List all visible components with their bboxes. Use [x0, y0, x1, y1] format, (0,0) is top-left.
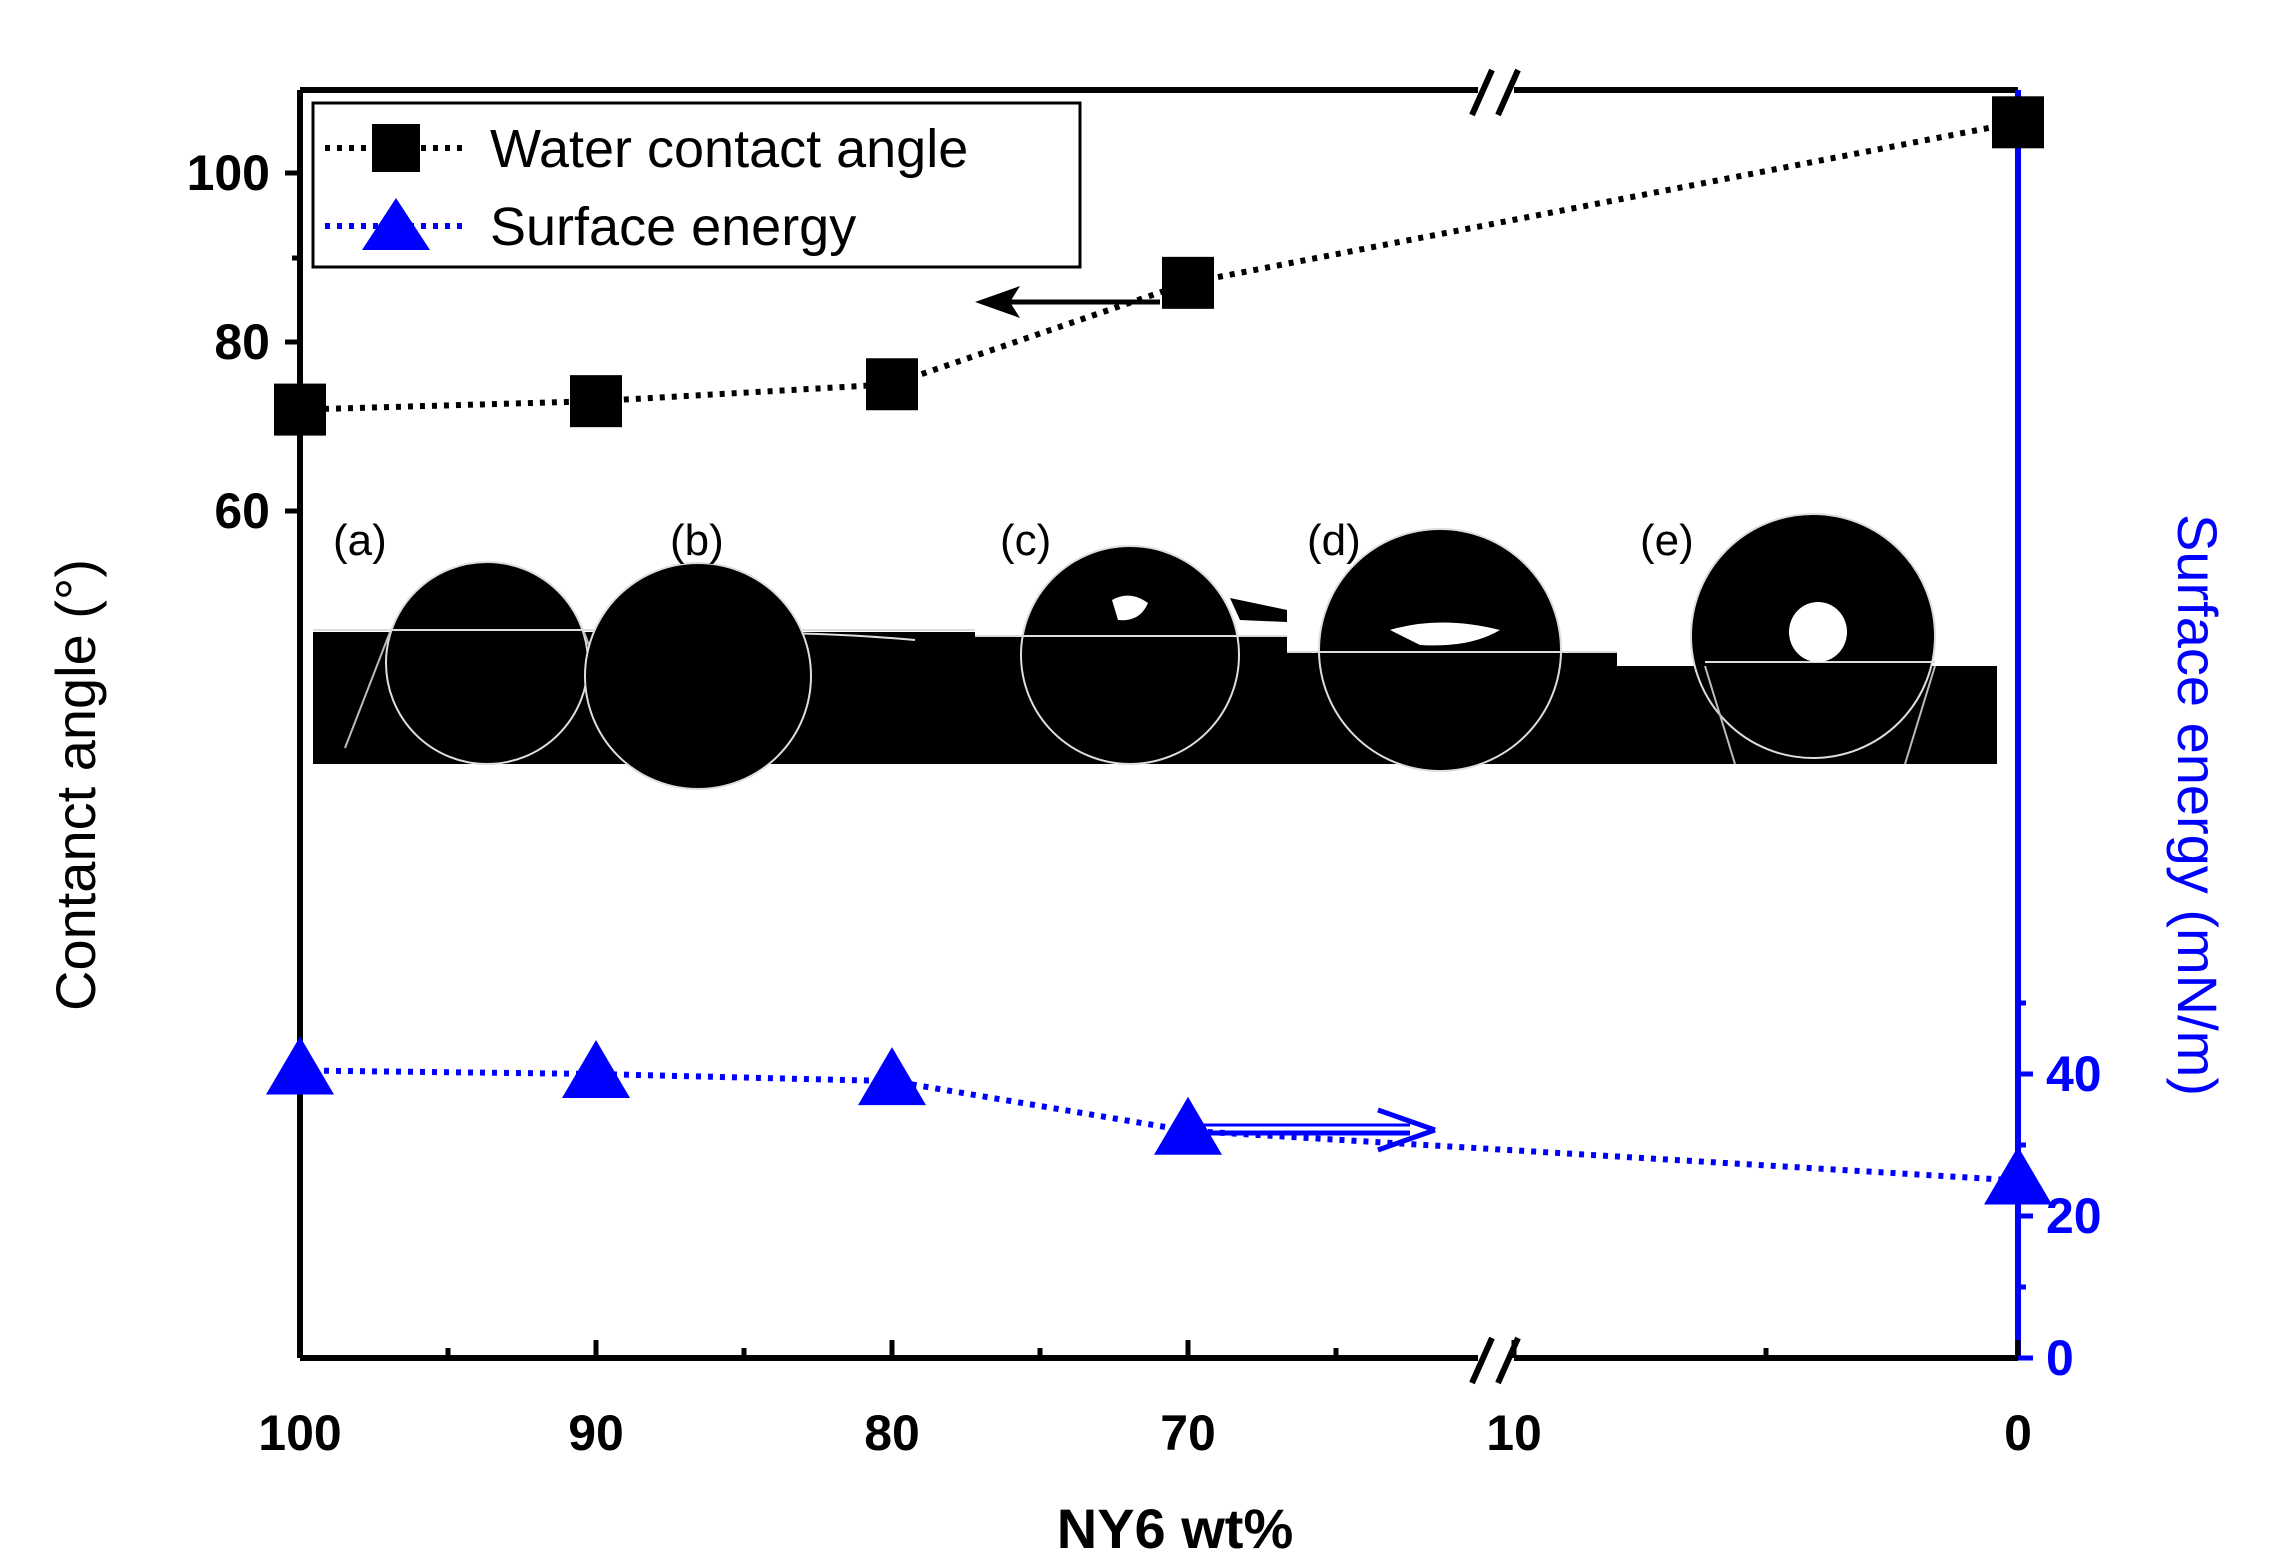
water-contact-angle-point [274, 383, 326, 436]
y-right-tick-label: 0 [2046, 1330, 2074, 1386]
y-left-tick-label: 100 [187, 145, 270, 201]
arrow-to-left-axis [975, 286, 1160, 318]
surface-energy-point [1984, 1146, 2052, 1205]
axis-break-top [1469, 68, 1521, 117]
legend-box [311, 101, 1082, 269]
legend-label-surface: Surface energy [490, 197, 856, 257]
inset-label-a: (a) [333, 516, 387, 565]
x-tick-label: 0 [2004, 1405, 2032, 1461]
y-right-tick-label: 20 [2046, 1188, 2102, 1244]
water-contact-angle-point [866, 358, 918, 411]
surface-energy-point [562, 1040, 630, 1098]
y-right-tick-labels: 40 20 0 [2046, 1046, 2102, 1386]
surface-energy-point [858, 1047, 926, 1106]
y-left-tick-label: 60 [214, 483, 270, 539]
surface-energy-point [266, 1036, 334, 1095]
x-tick-label: 80 [864, 1405, 920, 1461]
y-right-ticks [2018, 1000, 2033, 1361]
droplet-image-c [975, 545, 1287, 765]
surface-energy-point [1154, 1096, 1222, 1155]
x-tick-label: 70 [1160, 1405, 1216, 1461]
droplet-image-d [1287, 528, 1617, 772]
y-left-tick-label: 80 [214, 314, 270, 370]
series-line-surface-energy [299, 1067, 2019, 1184]
x-tick-labels: 100 90 80 70 10 0 [258, 1405, 2032, 1461]
inset-label-d: (d) [1307, 516, 1361, 565]
series-layer [266, 96, 2052, 1205]
y-left-axis-title: Contanct angle (°) [44, 559, 107, 1011]
inset-label-b: (b) [670, 516, 724, 565]
legend-marker-square [372, 124, 420, 172]
water-contact-angle-point [1992, 96, 2044, 149]
droplet-image-e [1617, 513, 1997, 765]
legend-label-water: Water contact angle [490, 119, 968, 179]
water-contact-angle-point [1162, 256, 1214, 309]
droplet-image-a [313, 561, 975, 790]
y-right-axis-title: Surface energy (mN/m) [2166, 514, 2229, 1096]
x-ticks [297, 1340, 2021, 1358]
inset-label-e: (e) [1640, 516, 1694, 565]
inset-label-c: (c) [1000, 516, 1051, 565]
x-axis-title: NY6 wt% [1057, 1497, 1294, 1560]
legend-marker-triangle [362, 198, 430, 250]
water-contact-angle-point [570, 375, 622, 428]
x-tick-label: 10 [1486, 1405, 1542, 1461]
legend: Water contact angle Surface energy [311, 101, 1082, 269]
x-tick-label: 90 [568, 1405, 624, 1461]
droplet-inset-images: (a) (b) (c) (d) (e) [313, 513, 1997, 790]
y-left-tick-labels: 100 80 60 [187, 145, 270, 539]
axis-break-bottom [1469, 1336, 1521, 1385]
x-tick-label: 100 [258, 1405, 341, 1461]
y-right-tick-label: 40 [2046, 1046, 2102, 1102]
